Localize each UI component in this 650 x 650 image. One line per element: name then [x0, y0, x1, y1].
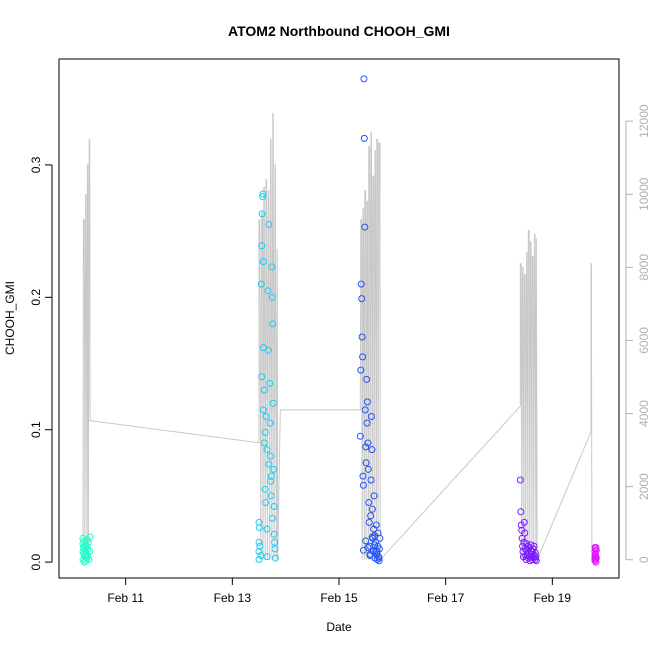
data-point	[368, 477, 374, 483]
data-point	[261, 440, 267, 446]
data-point	[360, 473, 366, 479]
y2-axis: 0 2000 4000 6000 8000 10000 12000	[626, 104, 650, 563]
data-point	[268, 493, 274, 499]
data-point	[361, 76, 367, 82]
data-point	[272, 546, 278, 552]
y2-tick-label: 0	[637, 556, 650, 563]
y2-tick-label: 8000	[637, 254, 650, 281]
x-tick-label: Feb 19	[534, 591, 572, 605]
y-axis: 0.0 0.1 0.2 0.3	[29, 156, 52, 570]
data-point	[366, 519, 372, 525]
y2-tick-label: 10000	[637, 177, 650, 211]
altitude-line	[83, 114, 592, 560]
y2-tick-label: 2000	[637, 473, 650, 500]
y2-tick-label: 6000	[637, 327, 650, 354]
y-tick-label: 0.3	[29, 156, 43, 173]
y-axis-label: CHOOH_GMI	[3, 281, 17, 355]
x-tick-label: Feb 17	[427, 591, 465, 605]
x-axis-label: Date	[326, 620, 352, 634]
data-point	[362, 407, 368, 413]
y2-tick-label: 12000	[637, 104, 650, 138]
data-point	[360, 482, 366, 488]
data-point	[361, 135, 367, 141]
chart-title: ATOM2 Northbound CHOOH_GMI	[228, 23, 450, 39]
data-point	[518, 509, 524, 515]
y-tick-label: 0.2	[29, 289, 43, 306]
y-tick-label: 0.0	[29, 553, 43, 570]
altitude-line-group	[83, 114, 592, 560]
y-tick-label: 0.1	[29, 421, 43, 438]
data-point	[268, 453, 274, 459]
x-tick-label: Feb 11	[107, 591, 144, 605]
x-tick-label: Feb 15	[320, 591, 358, 605]
data-point	[360, 547, 366, 553]
y2-tick-label: 4000	[637, 400, 650, 427]
x-tick-label: Feb 13	[214, 591, 252, 605]
x-axis: Feb 11 Feb 13 Feb 15 Feb 17 Feb 19	[107, 578, 571, 605]
